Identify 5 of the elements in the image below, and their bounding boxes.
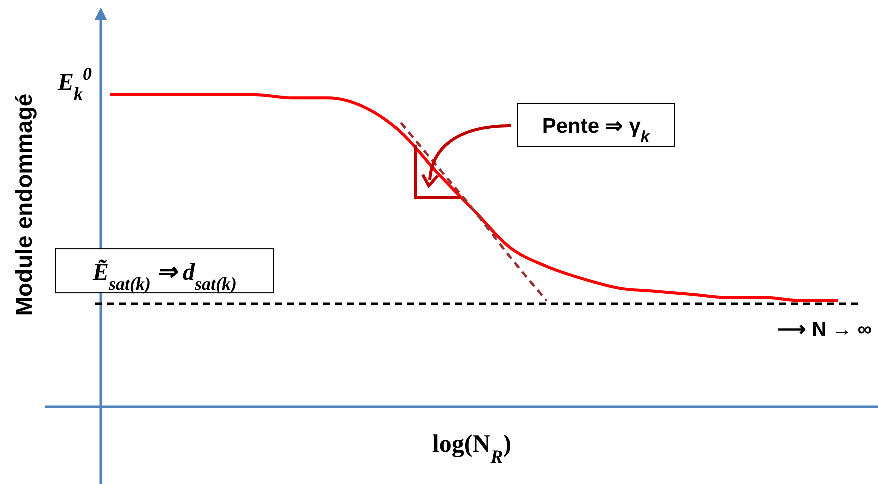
annotation: Pente ⇒ γ$_{k}$ bbox=[542, 115, 651, 146]
y-axis-title: Module endommagé bbox=[11, 94, 37, 316]
ref-line-label: Ẽ$_{sat(k)}$ ⇒ d$_{sat(k)}$ bbox=[92, 259, 238, 294]
x-axis-title: log(N$_{R}$) bbox=[432, 431, 512, 468]
annotation: ⟶ N → ∞ bbox=[778, 319, 872, 341]
